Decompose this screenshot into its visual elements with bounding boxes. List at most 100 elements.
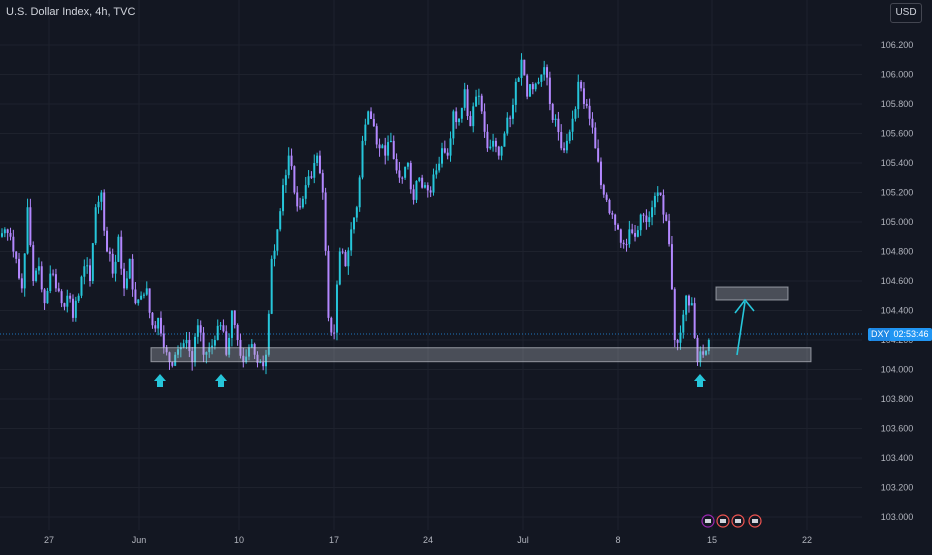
candle-body: [316, 155, 319, 163]
x-tick-label: Jun: [132, 535, 147, 545]
candle-body: [344, 252, 347, 267]
candle-body: [191, 351, 194, 363]
candle-body: [230, 310, 233, 338]
candle-body: [247, 347, 250, 357]
candle-body: [526, 75, 529, 97]
candle-body: [614, 214, 617, 225]
price-axis-bg: [862, 0, 932, 530]
candle-body: [687, 295, 690, 306]
candle-body: [517, 77, 520, 82]
candle-body: [492, 140, 495, 147]
support-zone-box[interactable]: [150, 347, 812, 363]
candle-body: [128, 258, 131, 279]
y-tick-label: 105.600: [881, 129, 914, 139]
y-tick-label: 103.400: [881, 453, 914, 463]
event-icon-glyph: [735, 519, 741, 523]
candle-body: [219, 325, 222, 327]
candle-body: [486, 131, 489, 149]
y-tick-label: 103.200: [881, 483, 914, 493]
currency-button[interactable]: USD: [890, 3, 922, 23]
candle-body: [361, 140, 364, 178]
candle-body: [429, 190, 432, 193]
candle-body: [71, 298, 74, 318]
candle-body: [335, 284, 338, 333]
x-tick-label: 10: [234, 535, 244, 545]
candle-body: [364, 124, 367, 141]
candle-body: [97, 201, 100, 208]
candle-body: [608, 199, 611, 214]
candle-body: [557, 118, 560, 133]
candle-body: [659, 192, 662, 196]
event-icon-glyph: [705, 519, 711, 523]
candle-body: [520, 59, 523, 78]
candle-body: [171, 362, 174, 366]
candle-body: [270, 258, 273, 314]
candle-body: [702, 351, 705, 355]
candle-body: [358, 177, 361, 208]
candle-body: [330, 317, 333, 333]
candle-body: [276, 229, 279, 251]
candle-body: [83, 266, 86, 277]
candle-body: [54, 274, 57, 289]
price-axis[interactable]: 106.200 106.000 105.800 105.600 105.400 105.2…: [881, 40, 914, 522]
candle-body: [159, 317, 162, 334]
candle-body: [287, 155, 290, 176]
y-tick-label: 104.400: [881, 306, 914, 316]
time-axis[interactable]: 27 Jun 10 17 24 Jul 8 15 22: [44, 535, 812, 545]
candle-body: [179, 347, 182, 350]
projection-arrow-line[interactable]: [736, 301, 746, 356]
candle-body: [432, 174, 435, 193]
candle-body: [568, 131, 571, 141]
candle-body: [534, 83, 537, 90]
candle-body: [307, 176, 310, 186]
candle-body: [506, 117, 509, 134]
candle-body: [282, 185, 285, 212]
candle-body: [165, 347, 168, 353]
candle-body: [40, 266, 43, 290]
candle-body: [114, 261, 117, 274]
candle-body: [168, 352, 171, 363]
candle-body: [548, 77, 551, 104]
candle-body: [15, 251, 18, 259]
candle-body: [174, 354, 177, 366]
price-tag-symbol: DXY: [871, 328, 890, 341]
candle-body: [574, 109, 577, 119]
candle-body: [313, 162, 316, 178]
candle-body: [699, 351, 702, 363]
candle-body: [250, 344, 253, 348]
candle-body: [421, 177, 424, 188]
candle-body: [537, 81, 540, 84]
candle-body: [310, 176, 313, 178]
candle-body: [415, 180, 418, 200]
candle-body: [208, 347, 211, 353]
y-tick-label: 105.800: [881, 99, 914, 109]
candle-body: [69, 295, 72, 299]
candle-body: [279, 211, 282, 230]
candle-body: [435, 170, 438, 175]
candle-body: [120, 236, 123, 269]
candle-body: [265, 354, 267, 367]
candle-body: [503, 133, 506, 147]
candle-body: [293, 166, 296, 193]
candle-body: [37, 266, 40, 271]
candle-body: [86, 265, 89, 267]
candle-body: [543, 67, 546, 75]
candle-body: [177, 349, 179, 355]
candle-body: [585, 104, 588, 106]
candle-body: [267, 313, 270, 355]
candle-body: [565, 140, 568, 151]
candle-body: [74, 300, 77, 318]
candle-body: [46, 290, 49, 304]
candles-layer: [1, 53, 710, 375]
target-zone-box[interactable]: [715, 286, 789, 301]
candle-body: [131, 258, 134, 290]
x-tick-label: 24: [423, 535, 433, 545]
candle-body: [341, 251, 344, 253]
candle-body: [253, 344, 256, 355]
candle-body: [472, 106, 475, 127]
candle-body: [3, 229, 6, 234]
candle-body: [157, 317, 160, 329]
candle-body: [148, 288, 151, 313]
